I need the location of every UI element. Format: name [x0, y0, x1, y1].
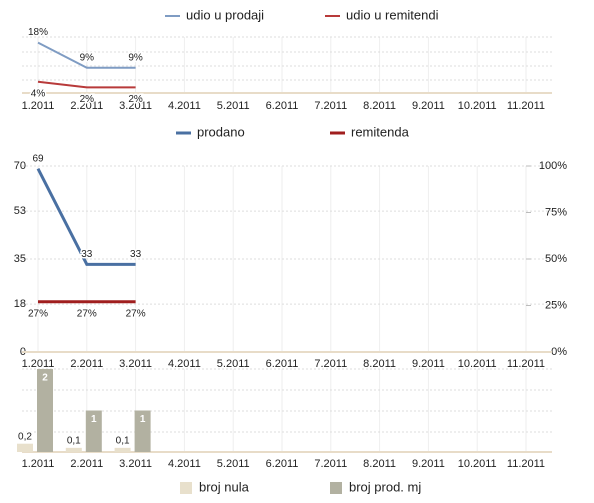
data-label: 2% [80, 94, 95, 105]
x-tick-label: 5.2011 [217, 100, 250, 112]
x-tick-label: 11.2011 [507, 100, 545, 112]
x-tick-label: 4.2011 [168, 358, 201, 370]
x-tick-label: 5.2011 [217, 458, 250, 470]
data-label: 0,2 [18, 431, 32, 442]
y-tick-label: 35 [14, 253, 26, 265]
data-label: 0,1 [67, 435, 81, 446]
legend-label: broj nula [199, 479, 250, 494]
x-tick-label: 6.2011 [266, 100, 299, 112]
x-tick-label: 1.2011 [22, 358, 55, 370]
x-tick-label: 8.2011 [363, 358, 396, 370]
data-label: 18% [28, 27, 48, 38]
bar [85, 410, 102, 452]
x-tick-label: 11.2011 [507, 358, 545, 370]
x-tick-label: 9.2011 [412, 358, 445, 370]
y2-tick-label: 50% [545, 253, 567, 265]
x-tick-label: 2.2011 [70, 358, 103, 370]
x-tick-label: 6.2011 [266, 458, 299, 470]
legend-label: udio u prodaji [186, 7, 264, 22]
data-label: 27% [126, 308, 146, 319]
x-tick-label: 10.2011 [458, 458, 497, 470]
x-tick-label: 9.2011 [412, 458, 445, 470]
legend-swatch [180, 482, 192, 494]
x-tick-label: 10.2011 [458, 358, 497, 370]
data-label: 33 [130, 249, 142, 260]
y-tick-label: 18 [14, 298, 26, 310]
line [37, 80, 136, 89]
x-tick-label: 3.2011 [119, 358, 152, 370]
bar [17, 443, 33, 452]
x-tick-label: 6.2011 [266, 358, 299, 370]
bar [37, 369, 53, 452]
x-tick-label: 8.2011 [363, 100, 396, 112]
y2-tick-label: 75% [545, 206, 567, 218]
x-tick-label: 3.2011 [119, 458, 152, 470]
legend-label: udio u remitendi [346, 7, 439, 22]
data-label: 69 [32, 153, 44, 164]
data-label: 27% [77, 308, 97, 319]
data-label: 33 [81, 249, 93, 260]
data-label: 2% [128, 94, 143, 105]
line [36, 167, 136, 266]
x-tick-label: 1.2011 [22, 100, 55, 112]
x-tick-label: 10.2011 [458, 100, 497, 112]
y-tick-label: 53 [14, 205, 26, 217]
y2-tick-label: 0% [551, 346, 567, 358]
data-label: 27% [28, 308, 48, 319]
legend-label: prodano [197, 124, 245, 139]
data-label: 4% [31, 88, 46, 99]
x-tick-label: 2.2011 [70, 100, 103, 112]
line [37, 41, 136, 69]
x-tick-label: 9.2011 [412, 100, 445, 112]
x-tick-label: 5.2011 [217, 358, 250, 370]
bar [134, 410, 151, 452]
x-tick-label: 4.2011 [168, 100, 201, 112]
bar [114, 447, 131, 452]
legend-label: remitenda [351, 124, 410, 139]
x-tick-label: 2.2011 [70, 458, 103, 470]
x-tick-label: 4.2011 [168, 458, 201, 470]
x-tick-label: 7.2011 [314, 358, 347, 370]
legend-label: broj prod. mj [349, 479, 421, 494]
bar [65, 447, 82, 452]
y-tick-label: 70 [14, 160, 26, 172]
data-label: 1 [91, 414, 97, 425]
data-label: 1 [140, 414, 146, 425]
x-tick-label: 1.2011 [22, 458, 55, 470]
data-label: 2 [42, 373, 48, 384]
legend-swatch [330, 482, 342, 494]
x-tick-label: 3.2011 [119, 100, 152, 112]
data-label: 9% [80, 52, 95, 63]
x-tick-label: 7.2011 [314, 458, 347, 470]
x-tick-label: 8.2011 [363, 458, 396, 470]
y2-tick-label: 25% [545, 299, 567, 311]
x-tick-label: 11.2011 [507, 458, 545, 470]
data-label: 0,1 [116, 435, 130, 446]
data-label: 9% [128, 52, 143, 63]
y2-tick-label: 100% [539, 160, 567, 172]
x-tick-label: 7.2011 [314, 100, 347, 112]
